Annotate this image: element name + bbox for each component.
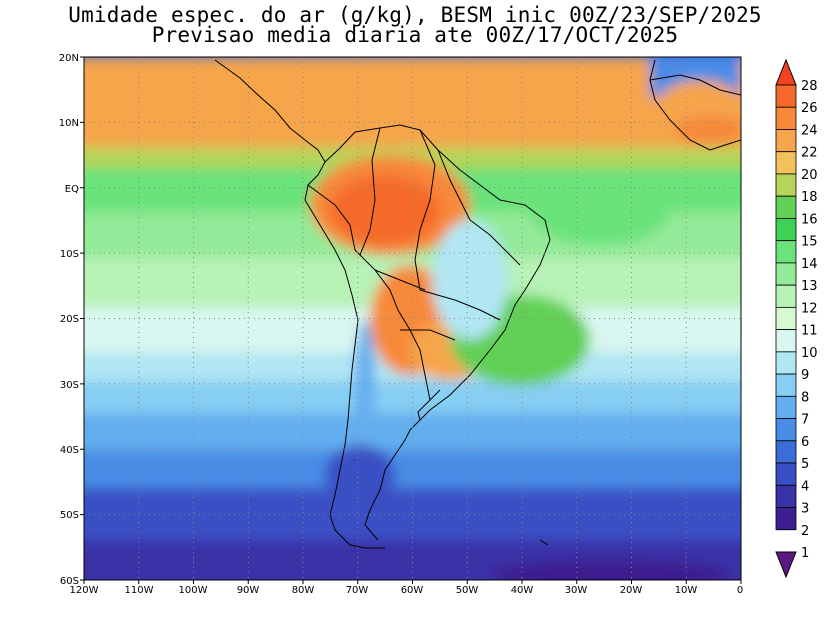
longitude-labels: 120W 110W 100W 90W 80W 70W 60W 50W 40W 3… xyxy=(70,585,744,596)
lon-label: 90W xyxy=(237,585,260,596)
colorbar-cell xyxy=(775,351,797,375)
lon-label: 0 xyxy=(737,585,743,596)
colorbar-cell xyxy=(775,195,797,219)
lat-label: 10N xyxy=(59,118,79,129)
colorbar-cell xyxy=(775,106,797,130)
colorbar-label: 22 xyxy=(801,146,818,161)
colorbar-label: 5 xyxy=(801,457,809,472)
colorbar-label: 10 xyxy=(801,346,818,361)
colorbar-label: 1 xyxy=(801,546,809,561)
colorbar-cell xyxy=(775,84,797,108)
colorbar-top-arrow xyxy=(775,58,797,86)
colorbar-cell xyxy=(775,240,797,264)
colorbar-cell xyxy=(775,173,797,197)
colorbar-cell xyxy=(775,440,797,464)
colorbar-cell xyxy=(775,151,797,175)
colorbar-label: 9 xyxy=(801,368,809,383)
colorbar-cell xyxy=(775,418,797,442)
colorbar-cell xyxy=(775,329,797,353)
colorbar-cell xyxy=(775,218,797,242)
colorbar-cell xyxy=(775,395,797,419)
colorbar-cell xyxy=(775,373,797,397)
colorbar-label: 14 xyxy=(801,257,818,272)
colorbar-label: 16 xyxy=(801,212,818,227)
lon-label: 40W xyxy=(511,585,534,596)
colorbar-label: 8 xyxy=(801,390,809,405)
humidity-field xyxy=(84,57,741,580)
lon-label: 100W xyxy=(179,585,208,596)
lat-lon-grid xyxy=(84,57,741,580)
latitude-labels: 20N 10N EQ 10S 20S 30S 40S 50S 60S xyxy=(59,53,79,587)
lon-label: 50W xyxy=(456,585,479,596)
lon-label: 70W xyxy=(346,585,369,596)
lon-label: 80W xyxy=(292,585,315,596)
lat-label: EQ xyxy=(65,184,79,195)
lat-label: 60S xyxy=(60,576,79,587)
colorbar-label: 18 xyxy=(801,190,818,205)
colorbar-label: 2 xyxy=(801,524,809,539)
colorbar: 28 26 24 22 20 18 16 15 14 13 12 11 10 9 8 7 6 5 4 3 2 1 xyxy=(775,58,818,579)
colorbar-label: 26 xyxy=(801,101,818,116)
colorbar-cell xyxy=(775,262,797,286)
colorbar-label: 11 xyxy=(801,324,818,339)
colorbar-cell xyxy=(775,484,797,508)
lon-label: 110W xyxy=(125,585,154,596)
colorbar-label: 13 xyxy=(801,279,818,294)
axis-ticks xyxy=(80,56,742,584)
colorbar-cell xyxy=(775,507,797,531)
colorbar-label: 3 xyxy=(801,502,809,517)
colorbar-label: 24 xyxy=(801,123,818,138)
map-title: Umidade espec. do ar (g/kg), BESM inic 0… xyxy=(68,3,762,27)
colorbar-label: 20 xyxy=(801,168,818,183)
coastlines xyxy=(214,59,741,549)
colorbar-cell xyxy=(775,284,797,308)
lon-label: 60W xyxy=(401,585,424,596)
colorbar-label: 6 xyxy=(801,435,809,450)
colorbar-cell xyxy=(775,306,797,331)
lat-label: 40S xyxy=(60,445,79,456)
lat-label: 10S xyxy=(60,249,79,260)
map-subtitle: Previsao media diaria ate 00Z/17/OCT/202… xyxy=(151,23,679,47)
lat-label: 50S xyxy=(60,510,79,521)
colorbar-label: 7 xyxy=(801,413,809,428)
colorbar-label: 15 xyxy=(801,235,818,250)
lon-label: 120W xyxy=(70,585,99,596)
colorbar-bottom-arrow xyxy=(775,551,797,579)
lon-label: 10W xyxy=(675,585,698,596)
lat-label: 20S xyxy=(60,314,79,325)
colorbar-label: 12 xyxy=(801,301,818,316)
lon-label: 30W xyxy=(565,585,588,596)
colorbar-cell xyxy=(775,462,797,486)
colorbar-label: 4 xyxy=(801,479,809,494)
lon-label: 20W xyxy=(620,585,643,596)
colorbar-label: 28 xyxy=(801,79,818,94)
colorbar-cell xyxy=(775,129,797,153)
lat-label: 20N xyxy=(59,53,79,64)
lat-label: 30S xyxy=(60,380,79,391)
